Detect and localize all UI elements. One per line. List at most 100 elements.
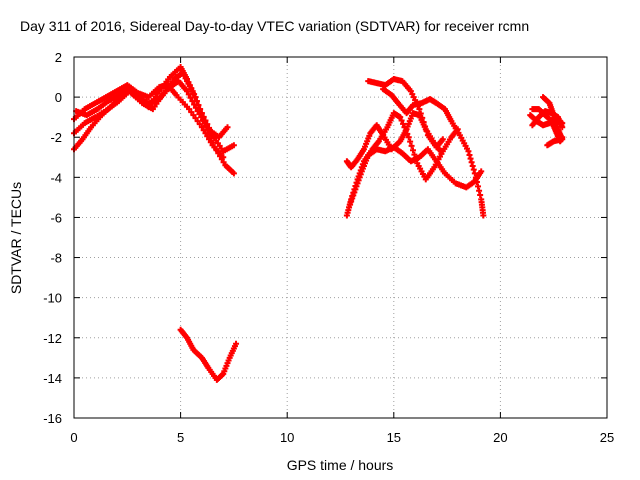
data-point	[183, 88, 190, 95]
data-point	[224, 124, 231, 131]
data-point	[405, 134, 412, 141]
x-tick-label: 25	[600, 430, 614, 445]
x-axis-label: GPS time / hours	[286, 457, 394, 473]
y-tick-label: 0	[55, 90, 62, 105]
data-point	[407, 88, 414, 95]
data-point	[187, 94, 194, 101]
series-track-9	[365, 76, 446, 151]
y-tick-label: -12	[43, 331, 62, 346]
data-point	[220, 154, 227, 161]
data-point	[466, 151, 473, 158]
data-point	[233, 340, 240, 347]
grid	[74, 57, 607, 418]
data-point	[194, 108, 201, 115]
data-point	[347, 201, 354, 208]
data-point	[351, 189, 358, 196]
data-point	[477, 192, 484, 199]
y-tick-label: -8	[50, 251, 62, 266]
data-point	[480, 212, 487, 219]
plot-frame	[73, 56, 608, 419]
x-tick-label: 10	[280, 430, 294, 445]
data-point	[196, 121, 203, 128]
x-tick-label: 5	[177, 430, 184, 445]
data-point	[410, 94, 417, 101]
x-tick-label: 0	[70, 430, 77, 445]
series-track-10	[380, 86, 487, 219]
data-point	[355, 177, 362, 184]
data-point	[544, 142, 551, 149]
data-point	[200, 127, 207, 134]
data-point	[467, 155, 474, 162]
data-point	[207, 139, 214, 146]
y-tick-label: -10	[43, 291, 62, 306]
data-point	[201, 120, 208, 127]
x-tick-label: 20	[493, 430, 507, 445]
y-tick-label: -6	[50, 210, 62, 225]
series-track-14	[540, 94, 566, 149]
y-tick-label: -16	[43, 411, 62, 426]
y-tick-label: -4	[50, 170, 62, 185]
chart-title: Day 311 of 2016, Sidereal Day-to-day VTE…	[20, 18, 530, 34]
data-point	[230, 170, 237, 177]
y-tick-label: -14	[43, 371, 62, 386]
data-point	[346, 204, 353, 211]
data-point	[470, 166, 477, 173]
x-tick-label: 15	[387, 430, 401, 445]
data-point	[472, 174, 479, 181]
data-point	[439, 136, 446, 143]
data-point	[206, 136, 213, 143]
data-point	[416, 106, 423, 113]
data-point	[409, 147, 416, 154]
data-point	[352, 186, 359, 193]
data-point	[220, 159, 227, 166]
data-point	[198, 124, 205, 131]
data-point	[189, 98, 196, 105]
data-point	[356, 174, 363, 181]
data-point	[230, 142, 237, 149]
data-point	[203, 123, 210, 130]
data-point	[420, 119, 427, 126]
data-point	[357, 171, 364, 178]
series-track-6	[343, 110, 461, 219]
data-point	[194, 118, 201, 125]
data-point	[196, 111, 203, 118]
data-point	[422, 123, 429, 130]
data-point	[354, 180, 361, 187]
data-point	[407, 138, 414, 145]
data-point	[398, 117, 405, 124]
data-point	[198, 114, 205, 121]
data-point	[397, 114, 404, 121]
y-tick-label: 2	[55, 50, 62, 65]
data-point	[473, 179, 480, 186]
data-point	[188, 86, 195, 93]
data-point	[202, 130, 209, 137]
series-track-3	[73, 78, 231, 141]
data-point	[349, 195, 356, 202]
data-point	[475, 183, 482, 190]
data-point	[408, 142, 415, 149]
data-point	[350, 192, 357, 199]
data-point	[204, 133, 211, 140]
data-point	[192, 104, 199, 111]
data-point	[465, 148, 472, 155]
data-point	[419, 114, 426, 121]
data-point	[471, 170, 478, 177]
data-point	[478, 168, 485, 175]
data-point	[348, 198, 355, 205]
data-point	[191, 101, 198, 108]
data-point	[417, 110, 424, 117]
data-point	[185, 91, 192, 98]
series-track-4	[71, 82, 227, 161]
data-point	[186, 106, 193, 113]
data-point	[400, 120, 407, 127]
data-point	[190, 90, 197, 97]
data-point	[423, 127, 430, 134]
data-point	[199, 117, 206, 124]
data-point	[190, 112, 197, 119]
data-series	[71, 64, 566, 383]
data-point	[437, 148, 444, 155]
data-point	[188, 109, 195, 116]
